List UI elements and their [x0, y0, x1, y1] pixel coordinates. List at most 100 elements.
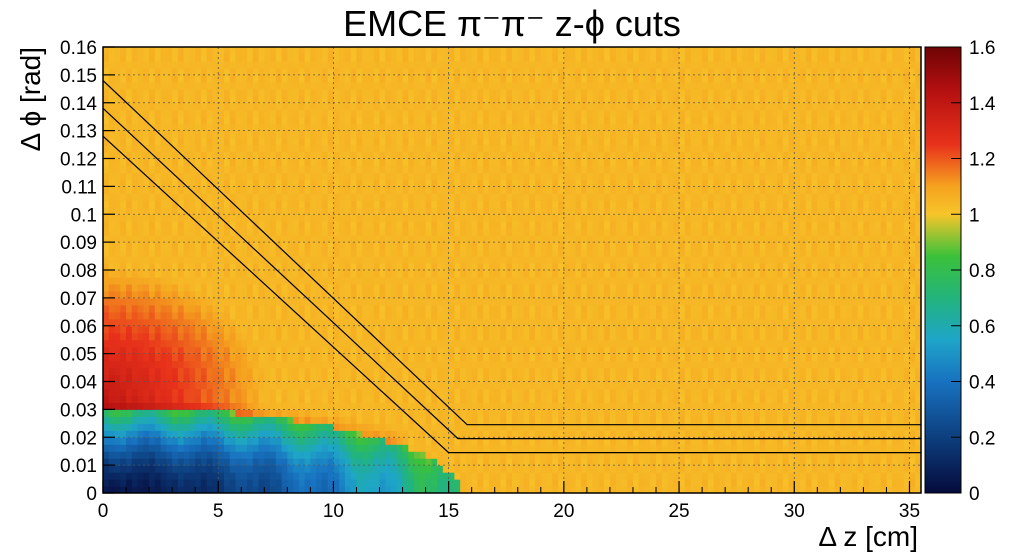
heatmap-cell	[414, 137, 421, 146]
heatmap-cell	[206, 172, 214, 181]
heatmap-cell	[540, 409, 548, 417]
heatmap-cell	[200, 228, 208, 236]
heatmap-cell	[126, 304, 133, 313]
heatmap-cell	[126, 214, 133, 222]
heatmap-cell	[275, 47, 283, 55]
heatmap-cell	[143, 332, 150, 341]
heatmap-cell	[275, 381, 283, 390]
heatmap-cell	[247, 353, 254, 362]
heatmap-cell	[385, 67, 392, 76]
heatmap-cell	[402, 207, 409, 215]
heatmap-cell	[293, 221, 300, 229]
heatmap-cell	[344, 102, 352, 111]
heatmap-cell	[425, 165, 432, 174]
heatmap-cell	[379, 430, 386, 438]
heatmap-cell	[373, 444, 381, 452]
heatmap-cell	[316, 395, 323, 404]
heatmap-cell	[414, 367, 421, 376]
heatmap-cell	[373, 256, 381, 264]
heatmap-cell	[379, 423, 386, 431]
heatmap-cell	[517, 325, 525, 334]
heatmap-cell	[293, 123, 300, 132]
heatmap-cell	[362, 339, 369, 348]
heatmap-cell	[200, 276, 208, 285]
heatmap-cell	[471, 430, 479, 438]
heatmap-cell	[483, 74, 490, 83]
heatmap-cell	[200, 193, 208, 201]
heatmap-cell	[517, 486, 525, 493]
heatmap-cell	[298, 416, 306, 424]
heatmap-cell	[114, 304, 121, 313]
heatmap-cell	[356, 200, 363, 208]
heatmap-cell	[425, 53, 432, 62]
heatmap-cell	[529, 360, 536, 369]
heatmap-cell	[298, 193, 306, 201]
heatmap-cell	[206, 318, 214, 327]
heatmap-cell	[385, 395, 392, 404]
heatmap-cell	[172, 367, 179, 376]
heatmap-cell	[160, 451, 167, 459]
heatmap-cell	[166, 95, 173, 104]
heatmap-cell	[367, 137, 375, 146]
heatmap-cell	[460, 304, 467, 313]
heatmap-cell	[367, 47, 375, 55]
heatmap-cell	[126, 381, 133, 390]
heatmap-cell	[137, 437, 144, 445]
heatmap-cell	[131, 221, 139, 229]
heatmap-cell	[304, 60, 311, 69]
heatmap-cell	[287, 158, 294, 167]
heatmap-cell	[385, 479, 392, 487]
heatmap-cell	[367, 423, 375, 431]
heatmap-cell	[362, 144, 369, 153]
heatmap-cell	[177, 130, 185, 139]
heatmap-cell	[454, 276, 461, 285]
heatmap-cell	[264, 283, 271, 292]
heatmap-cell	[391, 339, 398, 348]
heatmap-cell	[154, 221, 162, 229]
heatmap-cell	[356, 381, 363, 390]
heatmap-cell	[442, 158, 450, 167]
heatmap-cell	[546, 318, 553, 327]
heatmap-cell	[546, 60, 553, 69]
heatmap-cell	[321, 263, 329, 271]
heatmap-cell	[258, 235, 265, 243]
heatmap-cell	[172, 137, 179, 146]
heatmap-cell	[333, 263, 340, 271]
heatmap-cell	[172, 304, 179, 313]
heatmap-cell	[264, 144, 271, 153]
heatmap-cell	[195, 276, 202, 285]
heatmap-cell	[396, 297, 404, 306]
heatmap-cell	[431, 270, 438, 278]
heatmap-cell	[442, 144, 450, 153]
heatmap-cell	[431, 318, 438, 327]
heatmap-cell	[546, 263, 553, 271]
heatmap-cell	[108, 409, 116, 417]
heatmap-cell	[316, 472, 323, 480]
heatmap-cell	[442, 388, 450, 397]
heatmap-cell	[523, 221, 530, 229]
heatmap-cell	[471, 283, 479, 292]
heatmap-cell	[137, 304, 144, 313]
heatmap-cell	[235, 332, 242, 341]
heatmap-cell	[108, 249, 116, 257]
heatmap-cell	[512, 402, 519, 410]
heatmap-cell	[535, 214, 542, 222]
heatmap-cell	[160, 304, 167, 313]
heatmap-cell	[488, 353, 496, 362]
heatmap-cell	[126, 325, 133, 334]
heatmap-cell	[304, 402, 311, 410]
heatmap-cell	[120, 235, 127, 243]
heatmap-cell	[310, 263, 317, 271]
heatmap-cell	[546, 479, 553, 487]
heatmap-cell	[339, 423, 346, 431]
heatmap-cell	[166, 214, 173, 222]
heatmap-cell	[183, 374, 191, 383]
heatmap-cell	[494, 235, 502, 243]
heatmap-cell	[258, 325, 265, 334]
heatmap-cell	[419, 102, 427, 111]
heatmap-cell	[137, 137, 144, 146]
heatmap-cell	[195, 486, 202, 493]
heatmap-cell	[535, 53, 542, 62]
heatmap-cell	[103, 172, 110, 181]
heatmap-cell	[235, 47, 242, 55]
